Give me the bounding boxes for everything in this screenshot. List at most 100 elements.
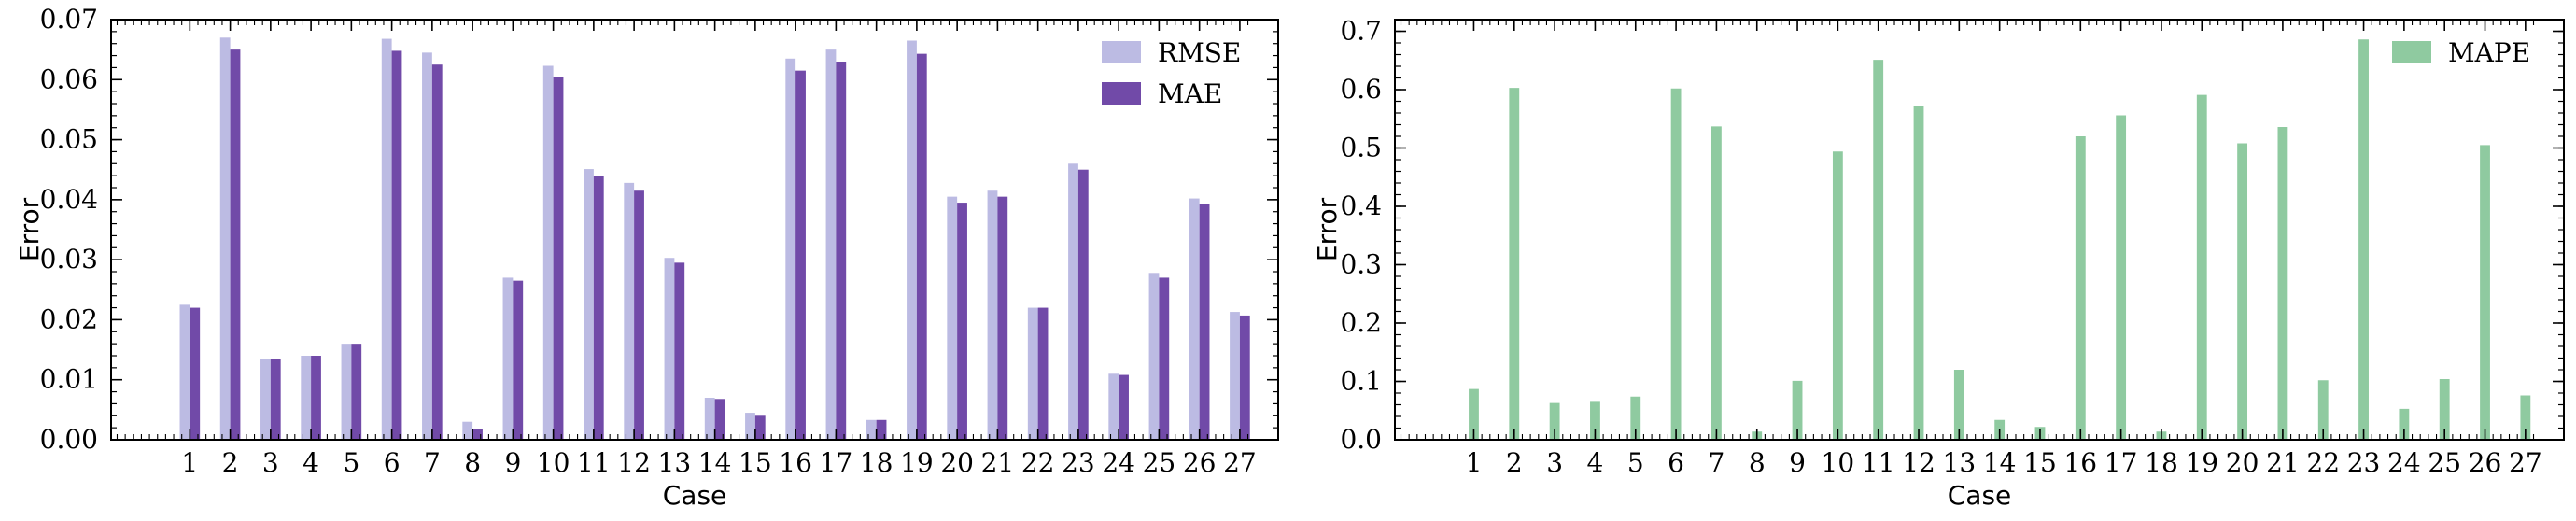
x-tick-label-8: 8 (464, 447, 481, 478)
x-tick-label-18: 18 (860, 447, 894, 478)
x-tick-label-7: 7 (1708, 447, 1724, 478)
bar-mae-case-17 (836, 62, 847, 440)
legend-label-rmse: RMSE (1158, 37, 1241, 68)
bar-mae-case-20 (957, 203, 967, 440)
bar-mape-case-9 (1792, 380, 1803, 441)
y-tick-label: 0.0 (1340, 424, 1382, 455)
bar-rmse-case-20 (947, 196, 958, 440)
x-tick-label-27: 27 (1223, 447, 1257, 478)
bar-mae-case-1 (190, 307, 201, 440)
bar-rmse-case-2 (219, 37, 231, 440)
y-tick-label: 0.6 (1340, 74, 1382, 105)
x-tick-label-15: 15 (739, 447, 772, 478)
error-chart-mape: 0.00.10.20.30.40.50.60.71 2 3 4 5 6 7 8 9 10 11 12 1… (1312, 16, 2565, 511)
bar-mape-case-25 (2439, 379, 2450, 440)
y-tick-label: 0.07 (40, 4, 98, 35)
error-chart-rmse-mae: 0.000.010.020.030.040.050.060.071 2 3 4 5 6 7 8… (14, 4, 1279, 511)
x-tick-label-17: 17 (820, 447, 853, 478)
x-tick-label-8: 8 (1749, 447, 1766, 478)
x-tick-label-3: 3 (262, 447, 279, 478)
x-tick-label-23: 23 (2347, 447, 2381, 478)
bar-mae-case-13 (674, 262, 685, 440)
bar-rmse-case-9 (502, 277, 514, 440)
x-tick-label-13: 13 (658, 447, 692, 478)
bar-mape-case-11 (1873, 60, 1884, 441)
bar-mape-case-21 (2277, 127, 2288, 440)
y-tick-label: 0.3 (1340, 249, 1382, 280)
x-tick-label-4: 4 (1587, 447, 1604, 478)
bar-rmse-case-11 (584, 169, 594, 440)
bar-mape-case-23 (2358, 39, 2369, 440)
bar-mae-case-22 (1037, 307, 1049, 440)
bar-mae-case-15 (754, 415, 766, 440)
bar-rmse-case-19 (907, 40, 917, 440)
x-tick-label-16: 16 (779, 447, 812, 478)
x-tick-label-4: 4 (303, 447, 319, 478)
bar-mape-case-20 (2237, 143, 2248, 440)
bar-rmse-case-26 (1189, 198, 1200, 440)
tick-labels-layer: 0.000.010.020.030.040.050.060.071 2 3 4 5 6 7 8… (40, 4, 1257, 478)
bar-mape-case-10 (1832, 151, 1843, 440)
y-tick-label: 0.7 (1340, 16, 1382, 47)
bar-rmse-case-24 (1108, 373, 1119, 440)
x-tick-label-10: 10 (537, 447, 570, 478)
x-axis-label: Case (663, 480, 727, 511)
x-axis-label: Case (1948, 480, 2012, 511)
bar-rmse-case-7 (422, 52, 432, 441)
x-tick-label-7: 7 (424, 447, 441, 478)
bar-rmse-case-15 (745, 413, 755, 440)
x-tick-label-19: 19 (2185, 447, 2218, 478)
bar-mae-case-12 (634, 190, 644, 440)
x-tick-label-23: 23 (1062, 447, 1095, 478)
plot-frame (110, 19, 1279, 441)
tick-labels-layer: 0.00.10.20.30.40.50.60.71 2 3 4 5 6 7 8 9 10 11 12 1… (1340, 16, 2541, 479)
x-tick-label-15: 15 (2023, 447, 2057, 478)
y-tick-label: 0.1 (1340, 366, 1382, 397)
bar-mae-case-14 (714, 399, 725, 440)
legend-swatch-rmse (1102, 41, 1141, 63)
x-tick-label-16: 16 (2063, 447, 2097, 478)
bar-mape-case-17 (2116, 115, 2127, 440)
x-tick-label-22: 22 (1021, 447, 1055, 478)
bar-mape-case-2 (1509, 88, 1520, 441)
x-tick-label-10: 10 (1822, 447, 1855, 478)
bar-mae-case-10 (553, 77, 564, 440)
x-tick-label-2: 2 (222, 447, 239, 478)
bar-mape-case-27 (2520, 395, 2531, 440)
bar-mae-case-9 (513, 280, 524, 440)
y-tick-label: 0.02 (40, 303, 98, 334)
bar-mae-case-16 (795, 70, 806, 440)
bar-mape-case-5 (1630, 396, 1641, 440)
x-tick-label-26: 26 (1183, 447, 1217, 478)
bar-mape-case-19 (2196, 94, 2207, 441)
x-tick-label-1: 1 (1466, 447, 1483, 478)
x-tick-label-6: 6 (1668, 447, 1684, 478)
bars-layer (1469, 39, 2531, 441)
bar-rmse-case-1 (179, 304, 190, 440)
x-tick-label-25: 25 (2428, 447, 2461, 478)
x-tick-label-14: 14 (698, 447, 732, 478)
bar-rmse-case-3 (260, 359, 271, 440)
bar-rmse-case-23 (1068, 163, 1078, 441)
bar-mae-case-19 (916, 53, 927, 440)
legend: RMSE MAE (1102, 37, 1241, 109)
bar-rmse-case-12 (624, 182, 635, 441)
bar-rmse-case-8 (462, 421, 473, 440)
bar-mape-case-26 (2480, 145, 2490, 441)
bar-mae-case-2 (230, 49, 241, 440)
x-tick-label-22: 22 (2306, 447, 2340, 478)
bar-mae-case-6 (391, 50, 402, 441)
x-tick-label-26: 26 (2469, 447, 2502, 478)
legend: MAPE (2392, 37, 2530, 68)
x-tick-label-5: 5 (1627, 447, 1644, 478)
bar-rmse-case-18 (866, 419, 877, 440)
bar-rmse-case-21 (987, 190, 998, 440)
y-tick-label: 0.2 (1340, 307, 1382, 338)
bar-mae-case-4 (311, 356, 321, 440)
y-tick-label: 0.03 (40, 244, 98, 275)
bar-mape-case-6 (1670, 88, 1682, 440)
y-tick-label: 0.04 (40, 184, 98, 215)
x-tick-label-24: 24 (2387, 447, 2421, 478)
x-tick-label-27: 27 (2509, 447, 2542, 478)
bar-mape-case-24 (2399, 408, 2410, 441)
